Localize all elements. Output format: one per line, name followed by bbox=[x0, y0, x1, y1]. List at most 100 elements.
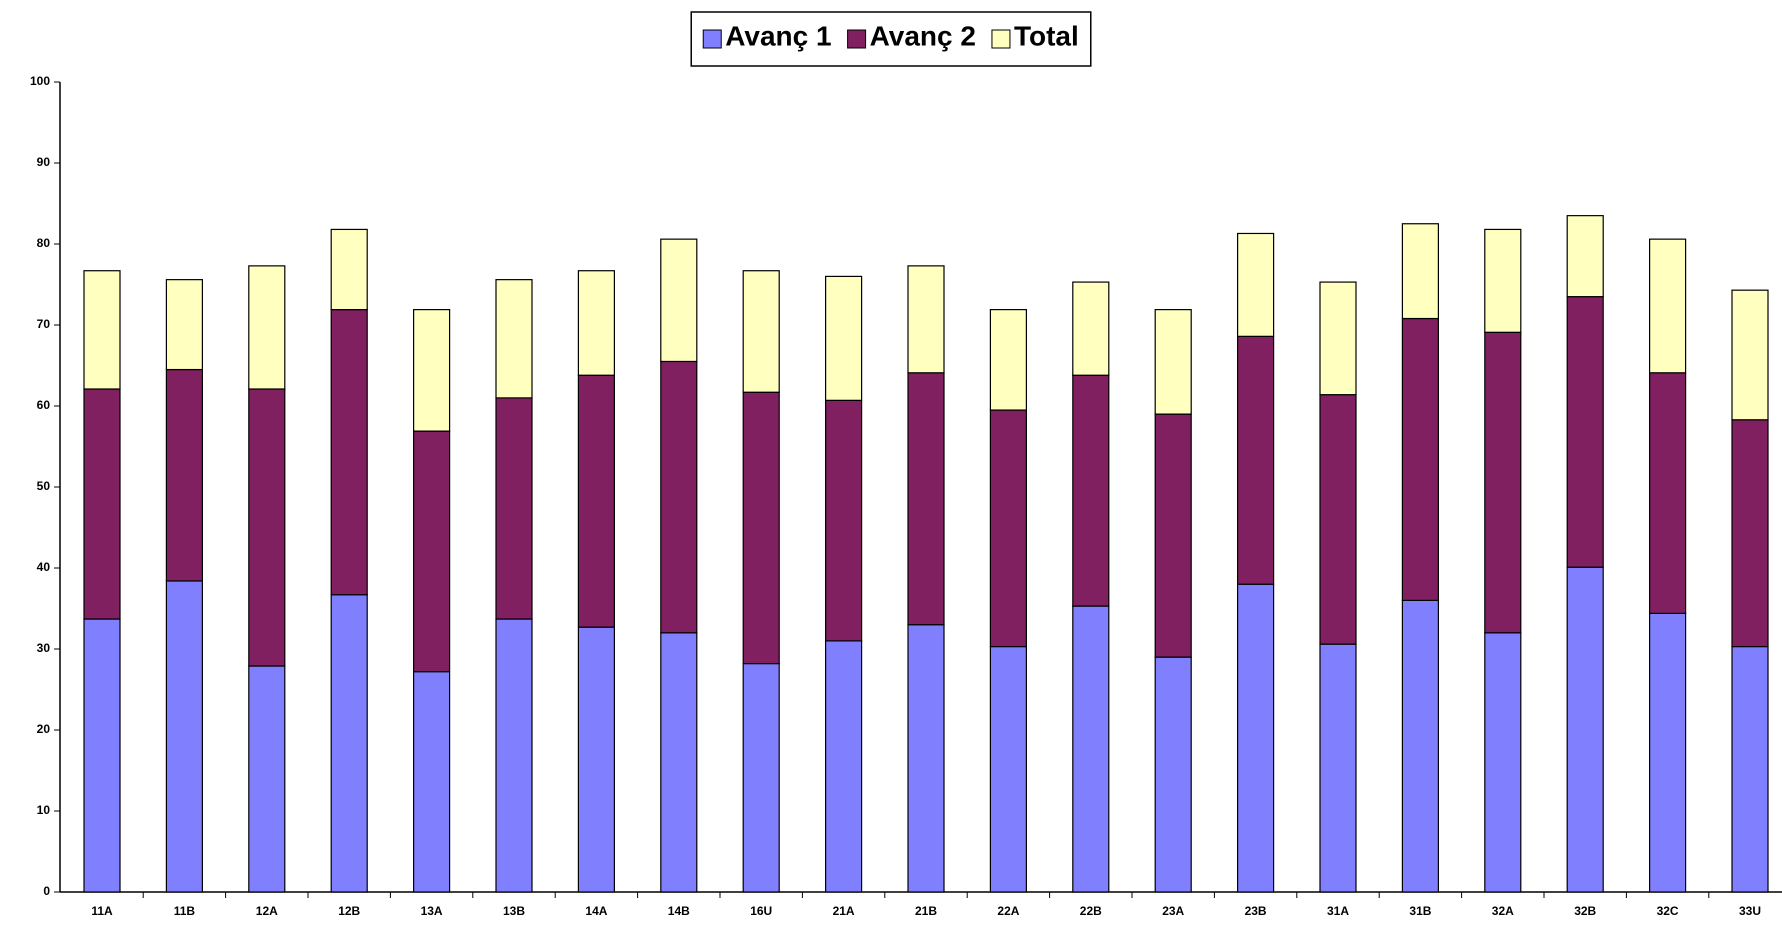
bar-segment bbox=[1236, 232, 1275, 337]
bar-segment bbox=[83, 270, 121, 390]
bar-segment bbox=[577, 374, 616, 628]
bar-segment bbox=[1648, 238, 1687, 374]
x-tick-label: 11B bbox=[174, 904, 196, 918]
bar-segment bbox=[495, 279, 533, 399]
bar-segment bbox=[1154, 413, 1192, 658]
bar-segment bbox=[83, 618, 121, 893]
x-tick-label: 33U bbox=[1739, 904, 1761, 918]
legend-swatch bbox=[847, 29, 867, 49]
bar-segment bbox=[1648, 372, 1687, 614]
bar-segment bbox=[1401, 317, 1440, 601]
bar-segment bbox=[413, 671, 451, 893]
legend-swatch bbox=[702, 29, 722, 49]
bar-segment bbox=[1648, 612, 1687, 893]
bar-segment bbox=[248, 665, 286, 893]
bar-segment bbox=[1401, 223, 1440, 320]
bar-segment bbox=[742, 270, 780, 393]
y-tick-label: 90 bbox=[37, 155, 51, 169]
bar-segment bbox=[248, 265, 286, 390]
bar-segment bbox=[1731, 419, 1769, 648]
legend-label: Avanç 1 bbox=[725, 20, 831, 51]
bar-segment bbox=[1236, 583, 1275, 893]
bar-segment bbox=[330, 309, 368, 596]
bar-segment bbox=[1484, 331, 1522, 634]
bar-segment bbox=[330, 594, 368, 893]
bar-segment bbox=[1484, 228, 1522, 333]
x-tick-label: 23A bbox=[1162, 904, 1184, 918]
x-tick-label: 23B bbox=[1245, 904, 1267, 918]
y-tick-label: 50 bbox=[37, 479, 51, 493]
y-tick-label: 70 bbox=[37, 317, 51, 331]
y-tick-label: 100 bbox=[30, 74, 50, 88]
bar-segment bbox=[1401, 599, 1440, 893]
bar-segment bbox=[495, 397, 533, 620]
x-tick-label: 31A bbox=[1327, 904, 1349, 918]
bar-segment bbox=[1484, 632, 1522, 893]
bar-segment bbox=[660, 238, 698, 363]
bar-segment bbox=[1154, 309, 1192, 415]
bar-segment bbox=[577, 270, 616, 376]
bar-segment bbox=[1319, 394, 1357, 645]
legend-label: Avanç 2 bbox=[870, 20, 976, 51]
bar-segment bbox=[907, 265, 945, 374]
x-tick-label: 12A bbox=[256, 904, 278, 918]
bar-segment bbox=[1731, 645, 1769, 893]
bar-segment bbox=[1566, 215, 1604, 298]
bar-segment bbox=[248, 388, 286, 667]
bar-segment bbox=[413, 430, 451, 673]
bar-segment bbox=[907, 624, 945, 893]
legend-box bbox=[690, 11, 1092, 67]
y-tick-label: 40 bbox=[37, 560, 51, 574]
legend-label: Total bbox=[1014, 20, 1079, 51]
bar-segment bbox=[1072, 374, 1110, 607]
x-tick-label: 12B bbox=[338, 904, 360, 918]
bar-segment bbox=[1072, 281, 1110, 376]
legend-swatch bbox=[991, 29, 1011, 49]
x-tick-label: 22A bbox=[997, 904, 1019, 918]
x-tick-label: 31B bbox=[1409, 904, 1431, 918]
bar-segment bbox=[907, 372, 945, 626]
x-tick-label: 11A bbox=[91, 904, 113, 918]
x-tick-label: 21B bbox=[915, 904, 937, 918]
x-tick-label: 21A bbox=[833, 904, 855, 918]
x-tick-label: 14A bbox=[585, 904, 607, 918]
bar-segment bbox=[165, 368, 203, 582]
bar-segment bbox=[989, 645, 1028, 893]
y-tick-label: 10 bbox=[37, 803, 51, 817]
bar-segment bbox=[1319, 281, 1357, 396]
bar-segment bbox=[824, 399, 863, 642]
bar-segment bbox=[165, 279, 203, 371]
x-tick-label: 14B bbox=[668, 904, 690, 918]
bar-segment bbox=[742, 662, 780, 893]
bar-segment bbox=[989, 409, 1028, 648]
bar-segment bbox=[660, 360, 698, 634]
bar-segment bbox=[413, 309, 451, 432]
bar-segment bbox=[824, 275, 863, 401]
bar-segment bbox=[1731, 289, 1769, 421]
bar-segment bbox=[1154, 656, 1192, 893]
bar-segment bbox=[1236, 335, 1275, 585]
bar-segment bbox=[1319, 643, 1357, 893]
y-tick-label: 30 bbox=[37, 641, 51, 655]
bar-segment bbox=[989, 309, 1028, 411]
y-tick-label: 0 bbox=[43, 884, 50, 898]
bar-segment bbox=[1566, 296, 1604, 568]
y-tick-label: 20 bbox=[37, 722, 51, 736]
y-tick-label: 80 bbox=[37, 236, 51, 250]
bar-segment bbox=[824, 640, 863, 893]
x-tick-label: 13B bbox=[503, 904, 525, 918]
y-tick-label: 60 bbox=[37, 398, 51, 412]
bar-segment bbox=[83, 388, 121, 620]
bar-segment bbox=[495, 618, 533, 893]
bar-segment bbox=[330, 228, 368, 311]
x-tick-label: 32B bbox=[1574, 904, 1596, 918]
bar-segment bbox=[165, 580, 203, 893]
x-tick-label: 22B bbox=[1080, 904, 1102, 918]
x-tick-label: 16U bbox=[750, 904, 772, 918]
bar-segment bbox=[742, 391, 780, 665]
bar-segment bbox=[1072, 605, 1110, 893]
legend: Avanç 1 Avanç 2 Total bbox=[690, 11, 1092, 67]
bar-segment bbox=[660, 632, 698, 893]
x-tick-label: 32A bbox=[1492, 904, 1514, 918]
